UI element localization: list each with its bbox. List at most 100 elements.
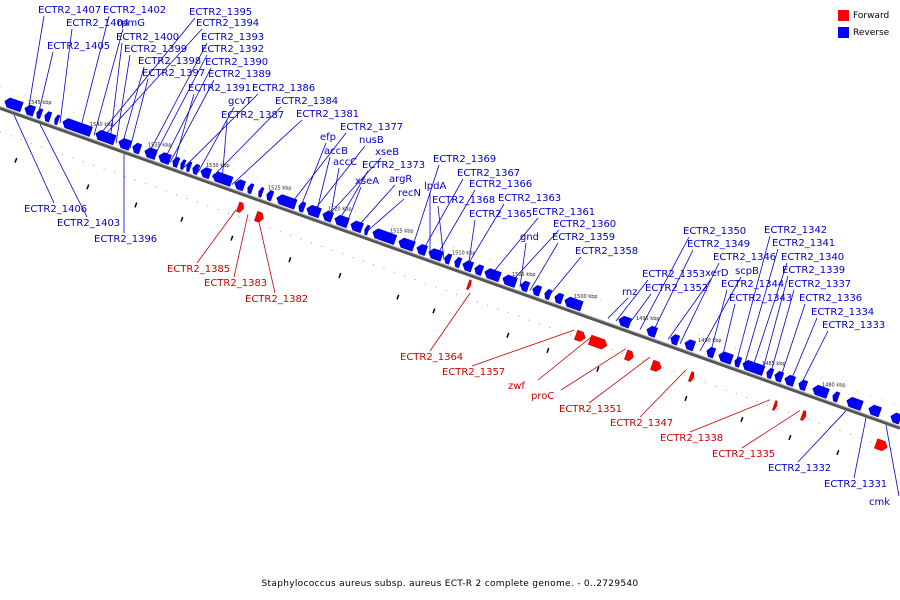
reverse-gene-39: [520, 280, 531, 293]
leader-line: [93, 28, 124, 136]
reverse-swatch: [838, 27, 849, 38]
leader-line: [519, 242, 527, 287]
gene-label-ectr2_1368: ECTR2_1368: [432, 195, 495, 206]
forward-swatch: [838, 10, 849, 21]
scale-tick-label: 1545 kbp: [28, 100, 52, 106]
scale-tick-label: 1505 kbp: [512, 272, 536, 278]
gene-label-ectr2_1340: ECTR2_1340: [781, 252, 844, 263]
legend-forward: Forward: [838, 8, 900, 23]
leader-line: [289, 132, 347, 206]
leader-line: [639, 369, 687, 418]
leader-line: [196, 209, 237, 264]
reverse-gene-16: [200, 167, 213, 180]
track-mark-16: [836, 449, 840, 456]
gene-label-ectr2_1353: ECTR2_1353: [642, 269, 705, 280]
forward-gene-9: [772, 400, 778, 411]
leader-line: [37, 51, 54, 116]
leader-line: [853, 417, 867, 479]
scale-ticks: 1545 kbp 1540 kbp 1535 kbp 1530 kbp 1525 kbp…: [28, 100, 846, 388]
gene-label-xerd: xerD: [705, 268, 729, 279]
leader-line: [751, 262, 788, 370]
leader-line: [147, 42, 208, 155]
leader-line: [761, 275, 789, 374]
leader-line: [163, 67, 212, 161]
reverse-gene-32: [428, 248, 444, 262]
leader-line: [741, 410, 801, 449]
gene-label-nusb: nusB: [359, 135, 384, 146]
gene-label-ectr2_1391: ECTR2_1391: [188, 83, 251, 94]
gene-label-ectr2_1402: ECTR2_1402: [103, 5, 166, 16]
leader-line: [39, 124, 88, 218]
leader-line: [79, 15, 110, 131]
gene-label-ectr2_1343: ECTR2_1343: [729, 293, 792, 304]
reverse-gene-22: [276, 194, 298, 210]
leader-line: [529, 242, 559, 291]
leader-line: [509, 229, 560, 284]
track-mark-4: [180, 216, 184, 222]
leader-line: [615, 279, 649, 322]
gene-label-ectr2_1333: ECTR2_1333: [822, 320, 885, 331]
scale-tick-label: 1490 kbp: [698, 338, 722, 344]
reverse-gene-30: [398, 237, 416, 252]
scale-tick-label: 1495 kbp: [636, 316, 660, 322]
scale-tick-label: 1525 kbp: [268, 185, 292, 191]
leader-line: [679, 262, 720, 344]
leader-line: [689, 399, 771, 433]
reverse-genes: [4, 97, 900, 425]
gene-label-argr: argR: [389, 174, 412, 185]
gene-label-ectr2_1335: ECTR2_1335: [712, 449, 775, 460]
scale-tick-label: 1515 kbp: [390, 229, 414, 235]
reverse-gene-48: [706, 346, 717, 359]
reverse-gene-13: [180, 159, 187, 171]
leader-line: [467, 219, 476, 269]
reverse-gene-59: [868, 404, 882, 418]
reverse-gene-52: [766, 367, 775, 380]
leader-line: [537, 336, 593, 381]
gene-label-ectr2_1352: ECTR2_1352: [645, 283, 708, 294]
leader-line: [471, 329, 575, 367]
gene-label-cmk: cmk: [869, 497, 890, 508]
leader-line: [365, 198, 405, 233]
leader-line: [197, 106, 235, 173]
reverse-gene-57: [832, 391, 841, 403]
reverse-gene-60: [890, 412, 900, 425]
leader-line: [885, 424, 900, 497]
reverse-gene-54: [784, 374, 797, 387]
track-mark-12: [596, 366, 600, 372]
gene-label-ectr2_1365: ECTR2_1365: [469, 209, 532, 220]
gene-label-ectr2_1384: ECTR2_1384: [275, 96, 338, 107]
scale-tick-label: 1510 kbp: [452, 251, 476, 257]
leader-line: [315, 156, 331, 215]
leader-line: [588, 356, 651, 404]
gene-label-ectr2_1387: ECTR2_1387: [221, 110, 284, 121]
scale-tick-label: 1485 kbp: [762, 361, 786, 367]
gene-label-ectr2_1358: ECTR2_1358: [575, 246, 638, 257]
gene-label-ectr2_1392: ECTR2_1392: [201, 44, 264, 55]
leader-line: [129, 78, 149, 149]
track-mark-15: [788, 434, 792, 441]
reverse-gene-56: [812, 384, 830, 399]
reverse-gene-9: [132, 142, 143, 155]
gene-label-xsea: xseA: [355, 176, 379, 187]
leader-line: [115, 54, 131, 144]
leader-line: [743, 248, 779, 367]
leader-line: [101, 28, 203, 139]
gene-label-gnd: gnd: [520, 232, 539, 243]
gene-label-ectr2_1377: ECTR2_1377: [340, 122, 403, 133]
reverse-gene-36: [474, 264, 485, 276]
forward-track: [0, 131, 900, 453]
reverse-gene-37: [484, 268, 502, 283]
gene-label-ectr2_1396: ECTR2_1396: [94, 234, 157, 245]
scale-tick-label: 1520 kbp: [328, 207, 352, 213]
gene-label-accb: accB: [324, 146, 348, 157]
gene-label-ectr2_1399: ECTR2_1399: [124, 44, 187, 55]
gene-label-ectr2_1332: ECTR2_1332: [768, 463, 831, 474]
gene-label-ectr2_1331: ECTR2_1331: [824, 479, 887, 490]
legend-forward-label: Forward: [853, 10, 890, 21]
track-mark-11: [546, 347, 550, 354]
reverse-gene-5: [54, 114, 61, 126]
genome-backbone-highlight: [0, 106, 900, 427]
leader-line: [27, 15, 45, 113]
label-leaders: [13, 15, 900, 497]
genome-caption: Staphylococcus aureus subsp. aureus ECT-…: [261, 579, 639, 589]
